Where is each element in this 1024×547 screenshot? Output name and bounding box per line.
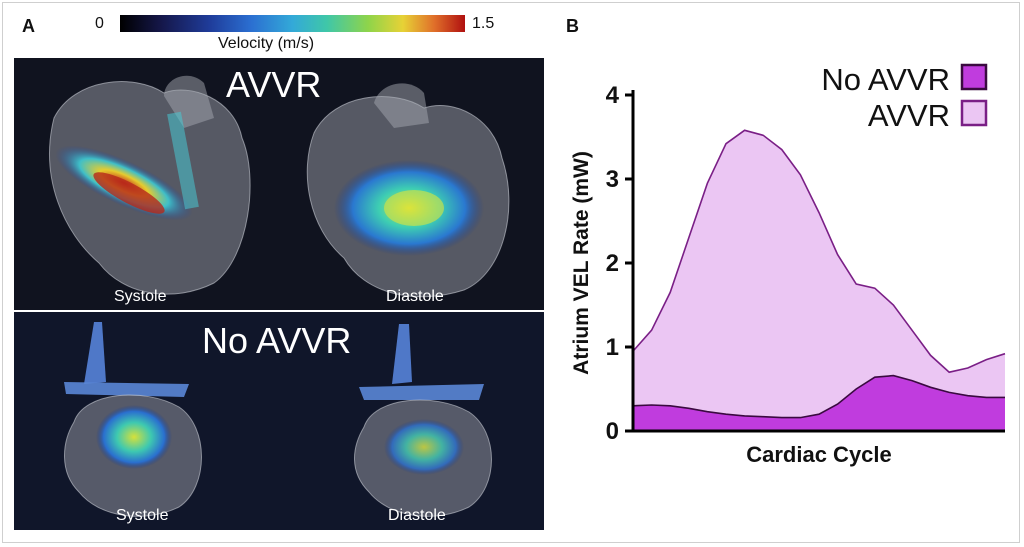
series-area-avvr xyxy=(633,130,1005,432)
colorbar-title: Velocity (m/s) xyxy=(218,35,315,52)
x-axis-label: Cardiac Cycle xyxy=(746,442,892,467)
velocity-colorbar xyxy=(120,15,465,32)
y-tick-label: 1 xyxy=(606,334,619,361)
avvr-diastole-label: Diastole xyxy=(386,288,444,305)
no-avvr-heart-renderings xyxy=(64,322,492,517)
avvr-image-panel: AVVR Systole Diastole xyxy=(14,58,544,310)
avvr-systole-label: Systole xyxy=(114,288,167,305)
vel-rate-area-chart: 0 1 2 3 4 Atrium VEL Rate (mW) Cardiac Cycle No… xyxy=(570,62,1006,467)
series-area-no-avvr xyxy=(633,375,1005,431)
y-tick-label: 3 xyxy=(606,166,619,193)
y-tick-label: 2 xyxy=(606,250,619,277)
y-tick-label: 0 xyxy=(606,418,619,445)
no-avvr-image-panel: No AVVR Systole Diastole xyxy=(14,312,544,530)
colorbar-max-label: 1.5 xyxy=(472,15,495,32)
panel-b-letter: B xyxy=(566,16,579,36)
no-avvr-diastole-label: Diastole xyxy=(388,507,446,524)
panel-a-letter: A xyxy=(22,16,35,36)
no-avvr-panel-title: No AVVR xyxy=(202,320,352,361)
no-avvr-systole-label: Systole xyxy=(116,507,169,524)
legend-label-no-avvr: No AVVR xyxy=(821,62,950,97)
avvr-panel-title: AVVR xyxy=(226,64,322,105)
avvr-heart-renderings xyxy=(49,75,510,298)
colorbar-min-label: 0 xyxy=(95,15,104,32)
legend-swatch-avvr xyxy=(960,99,988,127)
y-tick-label: 4 xyxy=(606,82,620,109)
y-axis-label: Atrium VEL Rate (mW) xyxy=(570,151,593,375)
series-line-avvr xyxy=(632,129,1006,374)
legend-swatch-no-avvr xyxy=(960,63,988,91)
series-line-no-avvr xyxy=(632,374,1005,419)
legend-label-avvr: AVVR xyxy=(868,98,950,133)
